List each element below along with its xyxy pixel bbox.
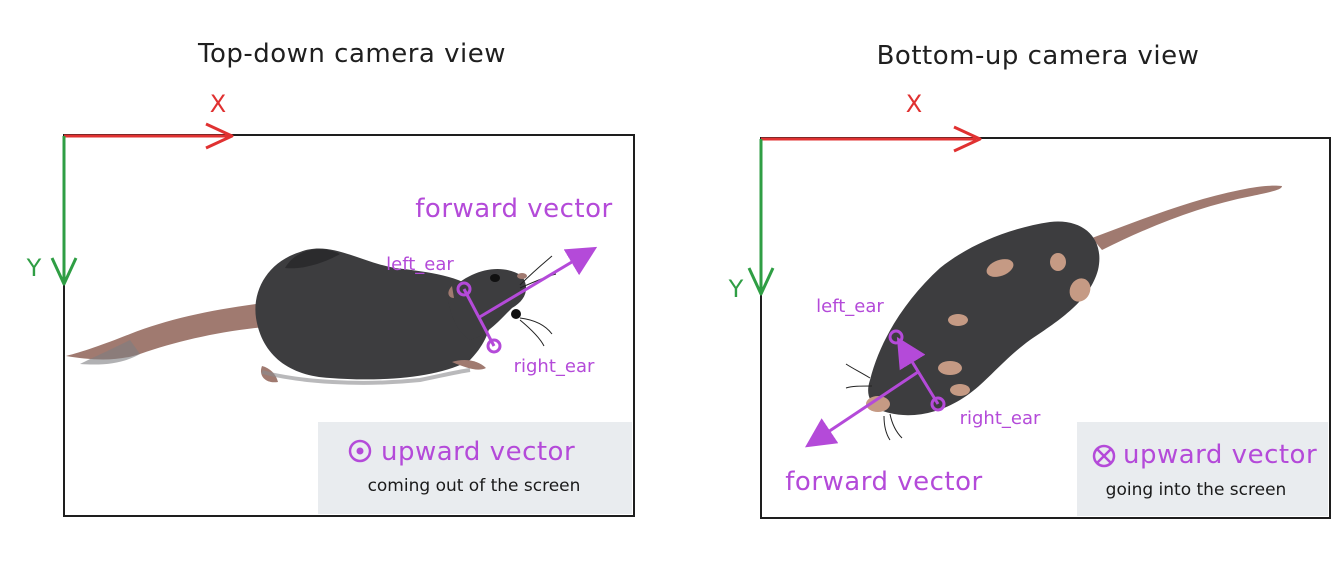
left-x-axis-arrowhead: [205, 122, 234, 150]
right-x-axis-arrowhead: [953, 125, 982, 153]
left-y-axis-arrowhead: [50, 257, 78, 286]
right-forward-vector-label: forward vector: [785, 467, 982, 497]
right-x-label: X: [906, 90, 922, 118]
left-panel-title: Top-down camera view: [197, 39, 506, 69]
right-upward-vector-label: upward vector: [1123, 440, 1317, 470]
right-left-ear-label: left_ear: [816, 296, 884, 317]
right-ear-connector: [896, 336, 940, 405]
right-frame: [760, 137, 1331, 519]
left-left-ear-label: left_ear: [386, 254, 454, 275]
left-mouse-image: [66, 248, 557, 385]
cross-in-circle-icon: [1092, 444, 1116, 468]
right-right-ear-label: right_ear: [960, 408, 1041, 429]
left-forward-vector-label: forward vector: [415, 194, 612, 224]
left-ear-marker: [456, 281, 472, 297]
left-frame: [63, 134, 635, 517]
left-right-ear-label: right_ear: [514, 356, 595, 377]
left-panel: Top-down camera view: [26, 39, 635, 517]
right-left-ear-marker: [888, 329, 904, 345]
left-forward-vector-arrow: [477, 246, 598, 320]
right-upward-note: going into the screen: [1106, 480, 1287, 500]
right-y-label: Y: [728, 275, 744, 303]
right-mouse-image: [845, 185, 1282, 441]
left-x-label: X: [210, 90, 226, 118]
right-right-ear-marker: [930, 396, 946, 412]
left-upward-note: coming out of the screen: [368, 476, 581, 496]
left-y-label: Y: [26, 254, 42, 282]
right-panel: Bottom-up camera view: [728, 41, 1331, 519]
right-y-axis-arrowhead: [747, 267, 775, 296]
left-upward-note-box: [318, 422, 632, 514]
right-ear-marker: [486, 338, 502, 354]
right-forward-vector-arrow: [805, 370, 919, 448]
left-upward-vector-label: upward vector: [381, 437, 575, 467]
right-panel-title: Bottom-up camera view: [877, 41, 1200, 71]
right-upward-note-box: [1077, 422, 1328, 516]
dot-in-circle-icon: [348, 439, 372, 463]
left-ear-connector: [462, 288, 496, 347]
